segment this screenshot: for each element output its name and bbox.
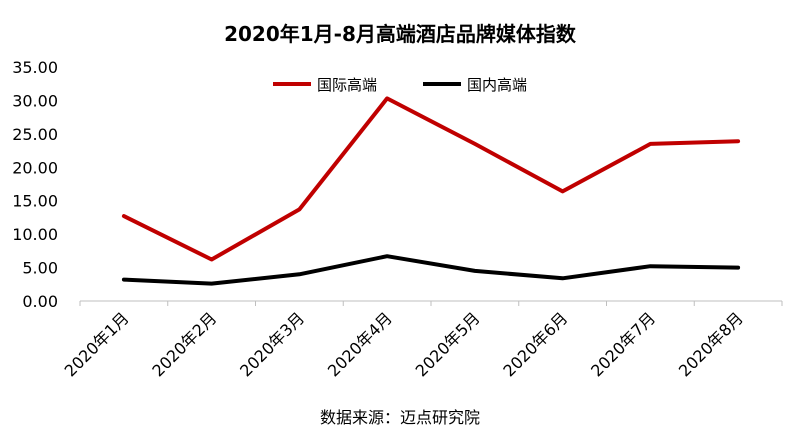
y-tick-label: 25.00	[12, 125, 58, 144]
x-tick-label: 2020年8月	[675, 308, 747, 380]
data-point	[297, 207, 301, 211]
x-tick-label: 2020年2月	[148, 308, 220, 380]
data-point	[648, 142, 652, 146]
legend-label: 国际高端	[317, 76, 377, 94]
data-point	[297, 272, 301, 276]
data-point	[385, 96, 389, 100]
series-line-1	[121, 96, 741, 262]
x-tick-label: 2020年5月	[412, 308, 484, 380]
y-tick-label: 20.00	[12, 158, 58, 177]
x-tick-label: 2020年6月	[499, 308, 571, 380]
data-point	[561, 276, 565, 280]
y-tick-label: 10.00	[12, 225, 58, 244]
chart-source-note: 数据来源：迈点研究院	[319, 408, 480, 427]
data-point	[648, 264, 652, 268]
data-point	[736, 139, 740, 143]
data-point	[122, 214, 126, 218]
y-tick-label: 30.00	[12, 91, 58, 110]
x-axis-labels: 2020年1月 2020年2月 2020年3月 2020年4月 2020年5月 2020年…	[61, 308, 747, 380]
data-point	[122, 278, 126, 282]
y-tick-label: 15.00	[12, 192, 58, 211]
series-line-2	[121, 254, 741, 286]
x-tick-label: 2020年4月	[324, 308, 396, 380]
data-point	[736, 266, 740, 270]
legend: 国际高端 国内高端	[273, 76, 527, 94]
data-point	[210, 258, 214, 262]
x-tick-label: 2020年1月	[61, 308, 133, 380]
series-group	[121, 96, 741, 286]
y-axis-labels: 0.00 5.00 10.00 15.00 20.00 25.00 30.00 35.00	[12, 58, 58, 311]
data-point	[210, 282, 214, 286]
data-point	[561, 189, 565, 193]
y-tick-label: 5.00	[22, 259, 58, 278]
data-point	[473, 269, 477, 273]
x-tick-label: 2020年7月	[587, 308, 659, 380]
data-point	[385, 254, 389, 258]
x-axis-ticks	[79, 301, 783, 306]
y-tick-label: 35.00	[12, 58, 58, 77]
data-point	[473, 142, 477, 146]
x-tick-label: 2020年3月	[236, 308, 308, 380]
chart-title: 2020年1月-8月高端酒店品牌媒体指数	[224, 22, 576, 46]
y-tick-label: 0.00	[22, 292, 58, 311]
legend-label: 国内高端	[467, 76, 527, 94]
